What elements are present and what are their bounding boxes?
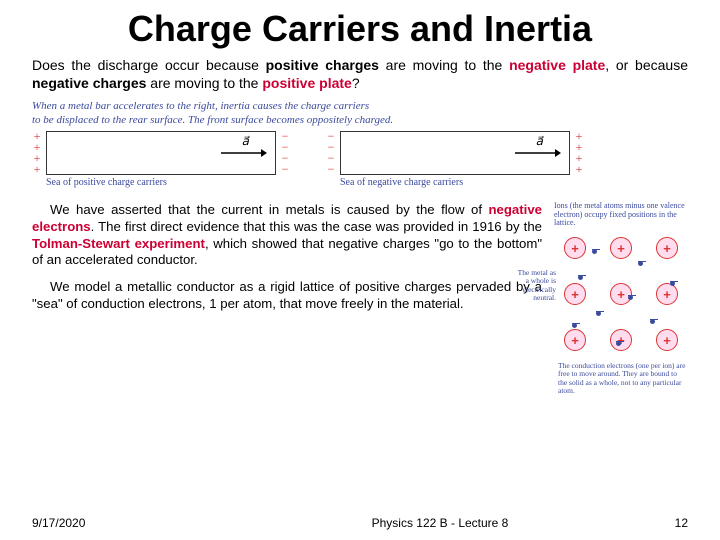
- p1-exp: Tolman-Stewart experiment: [32, 236, 205, 251]
- electron: [596, 311, 601, 316]
- ion: +: [610, 329, 632, 351]
- bar1-left-signs: ++++: [32, 131, 42, 175]
- p1b: . The first direct evidence that this wa…: [91, 219, 542, 234]
- bar2-right-signs: ++++: [574, 131, 584, 175]
- bar1-label: Sea of positive charge carriers: [46, 177, 290, 188]
- lattice-side-label: The metal as a whole is electrically neu…: [514, 269, 556, 302]
- q-end: ?: [352, 75, 360, 91]
- bar-positive-wrap: ++++ a⃗ −−−− Sea of positive charge carr…: [32, 131, 290, 188]
- lattice-figure: Ions (the metal atoms minus one valence …: [554, 202, 688, 395]
- arrow-label-2: a⃗: [536, 134, 543, 149]
- bar2-left-signs: −−−−: [326, 131, 336, 175]
- electron: [578, 275, 583, 280]
- figure-caption-1: When a metal bar accelerates to the righ…: [32, 100, 696, 113]
- ion: +: [656, 237, 678, 259]
- body-text: We have asserted that the current in met…: [32, 202, 542, 395]
- lattice-caption: Ions (the metal atoms minus one valence …: [554, 202, 688, 228]
- para-1: We have asserted that the current in met…: [32, 202, 542, 270]
- ion: +: [656, 329, 678, 351]
- q-mid3: are moving to the: [146, 75, 262, 91]
- accel-arrow-1: a⃗: [221, 148, 267, 158]
- electron: [592, 249, 597, 254]
- bar1-right-signs: −−−−: [280, 131, 290, 175]
- bar2-label: Sea of negative charge carriers: [340, 177, 584, 188]
- footer-date: 9/17/2020: [32, 516, 232, 530]
- page-title: Charge Carriers and Inertia: [24, 8, 696, 50]
- q-mid1: are moving to the: [379, 57, 509, 73]
- q-neg: negative charges: [32, 75, 146, 91]
- ion: +: [564, 237, 586, 259]
- footer-lecture: Physics 122 B - Lecture 8: [232, 516, 648, 530]
- p1a: We have asserted that the current in met…: [50, 202, 488, 217]
- accel-arrow-2: a⃗: [515, 148, 561, 158]
- electron: [628, 295, 633, 300]
- figure-caption-2: to be displaced to the rear surface. The…: [32, 114, 696, 127]
- para-2: We model a metallic conductor as a rigid…: [32, 279, 542, 313]
- ion: +: [564, 283, 586, 305]
- arrow-label-1: a⃗: [242, 134, 249, 149]
- footer: 9/17/2020 Physics 122 B - Lecture 8 12: [0, 516, 720, 530]
- q-neg-plate: negative plate: [509, 57, 605, 73]
- bar-negative-wrap: −−−− a⃗ ++++ Sea of negative charge carr…: [326, 131, 584, 188]
- lattice-foot-caption: The conduction electrons (one per ion) a…: [558, 362, 688, 395]
- lattice-grid: The metal as a whole is electrically neu…: [558, 231, 686, 359]
- electron: [572, 323, 577, 328]
- bar-negative: a⃗: [340, 131, 570, 175]
- ion: +: [656, 283, 678, 305]
- q-pos: positive charges: [266, 57, 379, 73]
- question-text: Does the discharge occur because positiv…: [32, 56, 688, 92]
- q-pos-plate: positive plate: [262, 75, 351, 91]
- electron: [650, 319, 655, 324]
- electron: [638, 261, 643, 266]
- ion: +: [610, 237, 632, 259]
- footer-page-number: 12: [648, 516, 688, 530]
- ion: +: [610, 283, 632, 305]
- ion: +: [564, 329, 586, 351]
- bar-diagrams: ++++ a⃗ −−−− Sea of positive charge carr…: [32, 131, 688, 188]
- q-pre: Does the discharge occur because: [32, 57, 266, 73]
- bar-positive: a⃗: [46, 131, 276, 175]
- q-mid2: , or because: [605, 57, 688, 73]
